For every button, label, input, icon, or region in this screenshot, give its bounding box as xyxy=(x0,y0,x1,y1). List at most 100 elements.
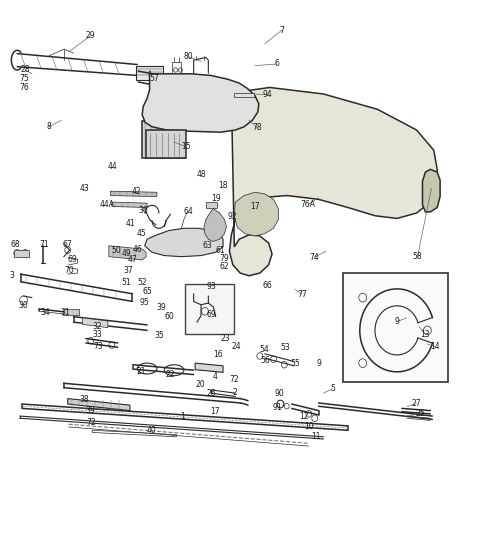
Text: 42: 42 xyxy=(132,187,141,196)
Text: 43: 43 xyxy=(80,184,90,193)
Text: 37: 37 xyxy=(124,266,134,275)
Text: 72: 72 xyxy=(86,418,96,427)
Text: 70: 70 xyxy=(65,266,74,275)
Text: 15: 15 xyxy=(182,143,191,152)
Text: 19: 19 xyxy=(211,194,220,203)
Polygon shape xyxy=(234,192,279,236)
Text: 51: 51 xyxy=(122,278,132,287)
Text: 14: 14 xyxy=(430,342,440,351)
Text: 45: 45 xyxy=(136,229,146,238)
Text: 40: 40 xyxy=(146,426,156,435)
Text: 50: 50 xyxy=(112,246,122,255)
Text: 38: 38 xyxy=(80,395,89,404)
Text: 54: 54 xyxy=(260,345,270,354)
Text: 34: 34 xyxy=(40,309,50,317)
Polygon shape xyxy=(110,191,157,197)
Polygon shape xyxy=(109,246,146,260)
Bar xyxy=(186,284,234,334)
Text: 63: 63 xyxy=(202,241,212,250)
Text: 27: 27 xyxy=(412,399,422,408)
Text: 39: 39 xyxy=(86,405,96,414)
Text: 30: 30 xyxy=(18,301,28,310)
Text: 60: 60 xyxy=(164,312,174,321)
Text: 95: 95 xyxy=(140,298,149,307)
Text: 53: 53 xyxy=(280,343,290,352)
Text: 52: 52 xyxy=(138,278,147,287)
Text: 31: 31 xyxy=(60,309,70,317)
Text: 23: 23 xyxy=(220,334,230,343)
Text: 65: 65 xyxy=(142,286,152,296)
Polygon shape xyxy=(234,93,254,97)
Text: 76: 76 xyxy=(20,83,30,92)
Text: 8: 8 xyxy=(46,122,52,131)
Text: 73: 73 xyxy=(93,342,103,351)
Text: 62: 62 xyxy=(220,262,230,271)
Text: 49: 49 xyxy=(122,250,132,258)
Text: 78: 78 xyxy=(252,123,262,133)
Text: 28: 28 xyxy=(21,66,30,75)
Text: 5: 5 xyxy=(330,384,335,393)
Text: 55: 55 xyxy=(290,359,300,368)
Text: 24: 24 xyxy=(232,342,241,351)
Polygon shape xyxy=(142,121,186,158)
Text: 41: 41 xyxy=(125,219,135,228)
Text: 7: 7 xyxy=(280,26,284,35)
Polygon shape xyxy=(195,363,223,373)
Text: 66: 66 xyxy=(262,281,272,290)
Polygon shape xyxy=(14,250,28,257)
Text: 79: 79 xyxy=(220,255,230,263)
Polygon shape xyxy=(146,130,186,158)
Text: 90: 90 xyxy=(274,389,284,398)
Text: 25: 25 xyxy=(416,409,426,418)
Text: 32: 32 xyxy=(92,322,102,331)
Bar xyxy=(343,273,448,382)
Text: 26: 26 xyxy=(207,389,216,398)
Text: 1: 1 xyxy=(180,412,185,421)
Text: 18: 18 xyxy=(218,180,228,189)
Text: 77: 77 xyxy=(297,290,307,299)
Text: 67: 67 xyxy=(63,240,72,249)
Text: 80: 80 xyxy=(184,52,194,61)
Text: 69: 69 xyxy=(207,310,216,319)
Polygon shape xyxy=(136,66,164,80)
Text: 4: 4 xyxy=(212,372,217,381)
Polygon shape xyxy=(144,228,223,257)
Text: 17: 17 xyxy=(250,202,260,211)
Text: 16: 16 xyxy=(214,350,223,359)
Text: 72: 72 xyxy=(230,375,239,384)
Text: 74: 74 xyxy=(310,253,320,262)
Text: 11: 11 xyxy=(312,432,321,441)
Text: 2: 2 xyxy=(233,388,237,397)
Text: 57: 57 xyxy=(150,74,160,83)
Text: 75: 75 xyxy=(20,74,30,83)
Text: 56: 56 xyxy=(261,356,270,365)
Text: 6: 6 xyxy=(274,60,280,69)
Text: 36: 36 xyxy=(138,206,148,216)
Text: 92: 92 xyxy=(227,212,236,221)
Text: 47: 47 xyxy=(128,256,138,265)
Text: 39: 39 xyxy=(156,303,166,312)
Text: 58: 58 xyxy=(413,252,422,261)
Text: 21: 21 xyxy=(136,367,146,376)
Polygon shape xyxy=(142,74,259,132)
Text: 20: 20 xyxy=(195,380,205,389)
Polygon shape xyxy=(204,209,227,241)
Text: 35: 35 xyxy=(154,331,164,340)
Text: 61: 61 xyxy=(216,246,226,255)
Text: 44A: 44A xyxy=(100,200,114,209)
Text: 17: 17 xyxy=(210,407,220,416)
Text: 44: 44 xyxy=(108,162,118,170)
Text: 69: 69 xyxy=(68,256,78,265)
Polygon shape xyxy=(68,399,130,411)
Text: 13: 13 xyxy=(420,330,430,339)
Polygon shape xyxy=(112,202,147,208)
Text: 10: 10 xyxy=(304,422,314,431)
Polygon shape xyxy=(230,87,437,276)
Text: 68: 68 xyxy=(11,240,20,249)
Polygon shape xyxy=(206,202,216,208)
Text: 9: 9 xyxy=(394,317,400,326)
Polygon shape xyxy=(82,318,108,328)
Text: 64: 64 xyxy=(184,207,194,217)
Text: 93: 93 xyxy=(207,282,216,291)
Polygon shape xyxy=(63,309,78,315)
